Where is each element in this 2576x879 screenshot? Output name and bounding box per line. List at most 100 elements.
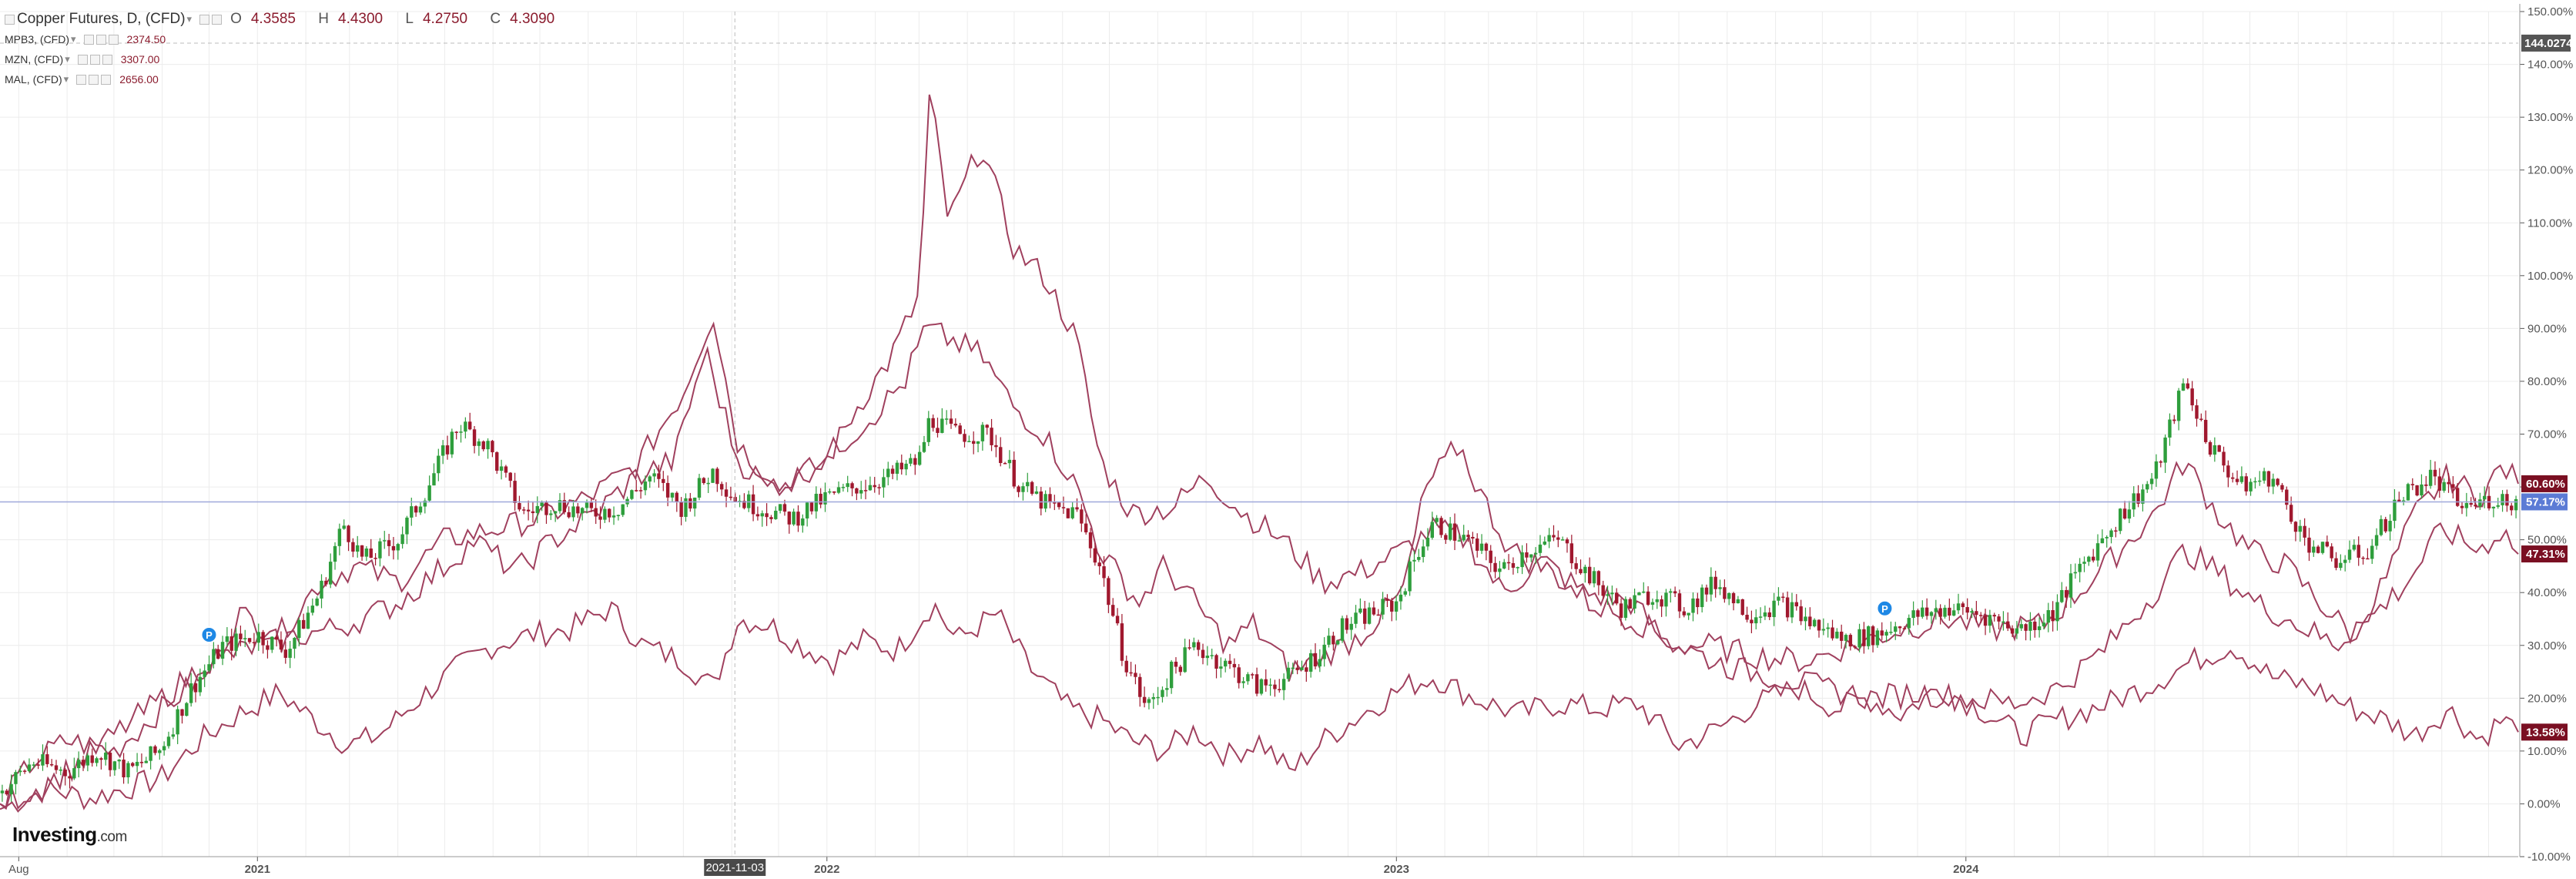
candle-body: [2119, 508, 2122, 532]
chevron-down-icon[interactable]: ▾: [65, 53, 70, 65]
candle-body: [131, 763, 135, 767]
candle-body: [1354, 612, 1358, 624]
candle-body: [95, 758, 99, 763]
close-icon[interactable]: [101, 74, 112, 85]
candle-body: [2010, 628, 2015, 634]
y-tick-label: 70.00%: [2527, 428, 2567, 441]
candle-body: [2455, 488, 2460, 506]
candle-body: [1358, 608, 1362, 613]
candle-body: [1268, 684, 1272, 686]
candle-body: [972, 441, 976, 445]
eye-icon[interactable]: [83, 34, 94, 45]
chevron-down-icon[interactable]: ▾: [186, 13, 193, 25]
candle-body: [1305, 667, 1308, 672]
candle-body: [882, 477, 886, 488]
candle-body: [2136, 493, 2140, 504]
main-series-name: Copper Futures, D, (CFD): [17, 11, 186, 27]
candle-body: [2379, 518, 2383, 535]
candle-body: [1048, 494, 1052, 503]
settings-icon[interactable]: [89, 74, 99, 85]
settings-icon[interactable]: [199, 14, 210, 25]
candle-body: [216, 649, 220, 659]
candle-body: [2428, 469, 2433, 486]
close-value: 4.3090: [510, 11, 555, 27]
eye-icon[interactable]: [76, 74, 87, 85]
candle-body: [2051, 610, 2055, 622]
eye-icon[interactable]: [77, 54, 88, 65]
close-icon[interactable]: [102, 54, 112, 65]
candle-body: [1660, 599, 1663, 607]
candle-body: [2105, 537, 2109, 538]
candle-body: [279, 639, 283, 650]
candle-body: [36, 764, 40, 766]
candle-body: [1251, 674, 1255, 676]
candle-body: [1111, 605, 1115, 616]
collapse-icon[interactable]: [5, 14, 15, 25]
candle-body: [2316, 546, 2320, 553]
candle-body: [1300, 667, 1304, 670]
candle-body: [796, 512, 800, 526]
y-tick-label: 0.00%: [2527, 797, 2561, 810]
candle-body: [1516, 567, 1519, 569]
candle-body: [2505, 494, 2509, 506]
candle-body: [486, 441, 490, 450]
candle-body: [464, 421, 467, 432]
event-marker-icon[interactable]: [1876, 599, 1894, 617]
candle-body: [1592, 571, 1596, 584]
candle-body: [122, 760, 126, 778]
candle-body: [1471, 536, 1475, 539]
chevron-down-icon[interactable]: ▾: [63, 73, 69, 85]
candle-body: [369, 549, 373, 559]
candle-body: [558, 500, 562, 512]
candle-body: [2388, 521, 2392, 532]
candle-body: [2374, 535, 2379, 546]
candle-body: [203, 670, 206, 677]
candle-body: [2006, 621, 2010, 629]
candle-body: [562, 500, 567, 512]
candle-body: [356, 545, 360, 552]
candle-body: [1080, 509, 1084, 524]
event-marker-icon[interactable]: [200, 626, 218, 644]
candle-body: [2069, 573, 2073, 598]
candle-body: [1214, 655, 1218, 669]
candle-body: [85, 755, 90, 766]
candle-body: [2222, 451, 2226, 466]
candle-body: [1709, 576, 1713, 595]
candle-body: [2203, 419, 2208, 442]
candle-body: [890, 468, 895, 474]
chevron-down-icon[interactable]: ▾: [71, 33, 76, 45]
candle-body: [944, 418, 949, 420]
candle-body: [1817, 619, 1821, 631]
candle-body: [297, 619, 301, 639]
candle-body: [1835, 631, 1839, 639]
close-icon[interactable]: [212, 14, 223, 25]
candle-body: [2239, 476, 2244, 482]
candle-body: [1992, 615, 1996, 617]
candle-body: [567, 512, 571, 518]
close-icon[interactable]: [108, 34, 119, 45]
candle-body: [1322, 644, 1326, 659]
candle-body: [922, 441, 926, 452]
candle-body: [374, 558, 377, 559]
candle-body: [611, 515, 616, 518]
close-label: C: [490, 11, 501, 27]
candle-body: [526, 509, 531, 512]
high-value: 4.4300: [338, 11, 384, 27]
candle-body: [1894, 626, 1898, 632]
candle-body: [1596, 571, 1601, 585]
candle-body: [1219, 666, 1223, 669]
candle-body: [1727, 592, 1731, 599]
x-tick-label: 2024: [1953, 863, 1979, 876]
candle-body: [2114, 530, 2118, 532]
settings-icon[interactable]: [89, 54, 100, 65]
candle-body: [1120, 623, 1124, 661]
candle-body: [1345, 618, 1349, 630]
candle-body: [711, 468, 715, 483]
event-marker-label: P: [1881, 603, 1888, 615]
settings-icon[interactable]: [95, 34, 106, 45]
candle-body: [679, 502, 683, 517]
candle-body: [2447, 481, 2450, 485]
candle-body: [301, 619, 306, 629]
candle-body: [1713, 576, 1717, 589]
